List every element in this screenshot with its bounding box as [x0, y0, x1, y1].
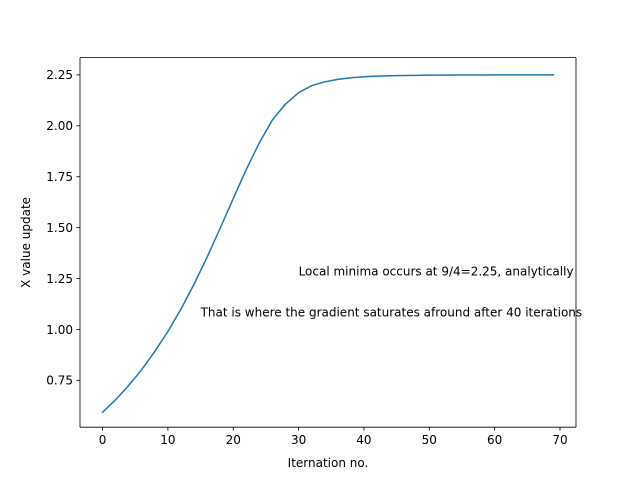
- annotation-gradient-saturation: That is where the gradient saturates afr…: [200, 305, 583, 319]
- x-tick-label: 20: [226, 433, 241, 447]
- x-tick-label: 10: [160, 433, 175, 447]
- x-tick-label: 50: [422, 433, 437, 447]
- y-tick-label: 1.50: [46, 221, 73, 235]
- x-tick-label: 70: [552, 433, 567, 447]
- y-tick-label: 0.75: [46, 374, 73, 388]
- x-tick-label: 0: [99, 433, 107, 447]
- y-axis-label: X value update: [19, 197, 33, 288]
- annotation-analytic-minimum: Local minima occurs at 9/4=2.25, analyti…: [299, 265, 574, 279]
- x-tick-label: 40: [356, 433, 371, 447]
- x-axis-ticks: 0 10 20 30 40 50 60 70: [99, 427, 568, 447]
- series-lines: [101, 74, 555, 414]
- x-axis-label: Iternation no.: [288, 456, 369, 470]
- y-tick-label: 1.25: [46, 272, 73, 286]
- y-axis-ticks: 0.75 1.00 1.25 1.50 1.75 2.00 2.25: [46, 68, 80, 388]
- x-tick-label: 30: [291, 433, 306, 447]
- series-line-0: [101, 74, 555, 414]
- axes-frame: [79, 57, 577, 428]
- y-tick-label: 1.75: [46, 170, 73, 184]
- y-tick-label: 2.25: [46, 68, 73, 82]
- y-tick-label: 2.00: [46, 119, 73, 133]
- x-tick-label: 60: [487, 433, 502, 447]
- y-tick-label: 1.00: [46, 323, 73, 337]
